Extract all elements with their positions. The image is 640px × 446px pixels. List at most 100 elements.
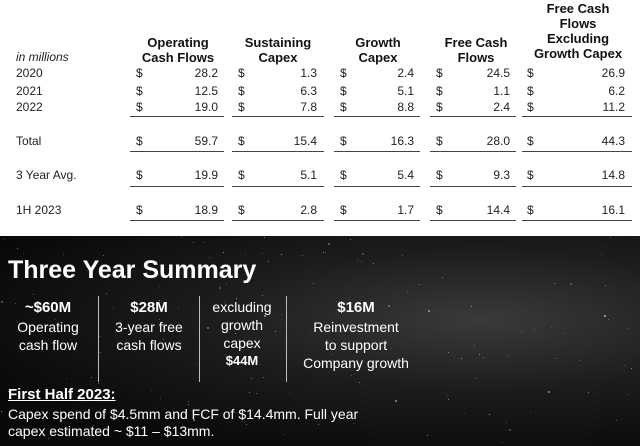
table-cell-value: 8.8 — [397, 100, 414, 114]
table-cell-value: 18.9 — [194, 203, 218, 217]
underline-rule — [522, 116, 632, 117]
sparkle-dot — [548, 391, 550, 393]
currency-symbol: $ — [527, 66, 534, 80]
sparkle-dot — [197, 364, 198, 365]
table-cell-value: 24.5 — [486, 66, 510, 80]
sparkle-dot — [476, 378, 477, 379]
table-cell-value: 28.2 — [194, 66, 218, 80]
first-half-line: capex estimated ~ $11 – $13mm. — [8, 423, 215, 439]
sparkle-dot — [328, 243, 330, 245]
table-cell-value: 2.8 — [300, 203, 317, 217]
sparkle-dot — [610, 237, 611, 238]
currency-symbol: $ — [136, 66, 143, 80]
sparkle-dot — [15, 303, 16, 304]
sparkle-dot — [391, 348, 392, 349]
stat-line: Company growth — [303, 355, 409, 371]
currency-symbol: $ — [340, 134, 347, 148]
sparkle-dot — [66, 378, 67, 379]
sparkle-dot — [281, 254, 282, 255]
table-cell-value: 19.0 — [194, 100, 218, 114]
underline-rule — [130, 186, 224, 187]
sparkle-dot — [219, 287, 221, 289]
sparkle-dot — [628, 328, 629, 329]
currency-symbol: $ — [238, 100, 245, 114]
row-label: Total — [16, 134, 42, 148]
cash-flow-table: in millions Operating Cash Flows Sustain… — [16, 1, 632, 221]
table-cell-value: 16.3 — [390, 134, 414, 148]
column-header-sustaining-capex: Sustaining Capex — [230, 35, 326, 65]
stat-line: cash flow — [18, 337, 78, 353]
currency-symbol: $ — [238, 203, 245, 217]
table-cell-value: 11.2 — [602, 100, 625, 114]
sparkle-dot — [601, 254, 602, 255]
stat-line: growth — [220, 317, 264, 333]
sparkle-dot — [616, 420, 617, 421]
stat-divider — [98, 296, 99, 382]
table-cell-value: 6.2 — [608, 84, 625, 98]
sparkle-dot — [204, 242, 205, 243]
currency-symbol: $ — [436, 66, 443, 80]
currency-symbol: $ — [136, 168, 143, 182]
sparkle-dot — [48, 339, 49, 340]
sparkle-dot — [388, 305, 390, 307]
table-cell-value: 1.3 — [300, 66, 317, 80]
sparkle-dot — [579, 360, 580, 361]
sparkle-dot — [33, 294, 34, 295]
sparkle-dot — [316, 323, 317, 324]
currency-symbol: $ — [238, 84, 245, 98]
underline-rule — [522, 186, 632, 187]
sparkle-dot — [353, 423, 354, 424]
sparkle-dot — [142, 317, 143, 318]
currency-symbol: $ — [527, 203, 534, 217]
header-line: Sustaining — [244, 35, 312, 50]
sparkle-dot — [142, 329, 143, 330]
underline-rule — [334, 186, 420, 187]
row-label: 2021 — [16, 84, 43, 98]
sparkle-dot — [224, 302, 225, 303]
underline-rule — [430, 116, 516, 117]
sparkle-dot — [310, 331, 311, 332]
currency-symbol: $ — [238, 168, 245, 182]
sparkle-dot — [289, 393, 290, 394]
stat-headline: $28M — [130, 299, 168, 316]
sparkle-dot — [188, 401, 189, 402]
stat-line: Reinvestment — [313, 319, 399, 335]
table-cell-value: 19.9 — [194, 168, 218, 182]
sparkle-dot — [98, 383, 99, 384]
column-header-growth-capex: Growth Capex — [330, 35, 426, 65]
currency-symbol: $ — [340, 100, 347, 114]
table-cell-value: 2.4 — [397, 66, 414, 80]
sparkle-dot — [262, 295, 263, 296]
currency-symbol: $ — [136, 134, 143, 148]
three-year-summary-panel: Three Year Summary ~$60M Operating cash … — [0, 236, 640, 446]
sparkle-dot — [428, 310, 430, 312]
table-cell-value: 9.3 — [493, 168, 510, 182]
sparkle-dot — [207, 327, 209, 329]
sparkle-dot — [100, 352, 101, 353]
sparkle-dot — [608, 319, 609, 320]
sparkle-dot — [223, 252, 224, 253]
currency-symbol: $ — [136, 84, 143, 98]
table-cell-value: 15.4 — [293, 134, 317, 148]
underline-rule — [334, 151, 420, 152]
row-label: 2022 — [16, 100, 43, 114]
sparkle-dot — [556, 358, 557, 359]
currency-symbol: $ — [527, 134, 534, 148]
sparkle-dot — [159, 300, 160, 301]
sparkle-dot — [159, 286, 160, 287]
stat-headline: $16M — [337, 299, 375, 316]
column-header-free-cash-flows: Free Cash Flows — [428, 35, 524, 65]
sparkle-dot — [87, 270, 88, 271]
sparkle-dot — [521, 331, 522, 332]
sparkle-dot — [160, 398, 161, 399]
sparkle-dot — [17, 248, 18, 249]
sparkle-dot — [224, 308, 225, 309]
sparkle-dot — [605, 285, 606, 286]
underline-rule — [232, 186, 324, 187]
currency-symbol: $ — [340, 66, 347, 80]
table-cell-value: 5.1 — [300, 168, 317, 182]
sparkle-dot — [249, 392, 250, 393]
currency-symbol: $ — [238, 134, 245, 148]
sparkle-dot — [178, 307, 179, 308]
sparkle-dot — [163, 339, 164, 340]
